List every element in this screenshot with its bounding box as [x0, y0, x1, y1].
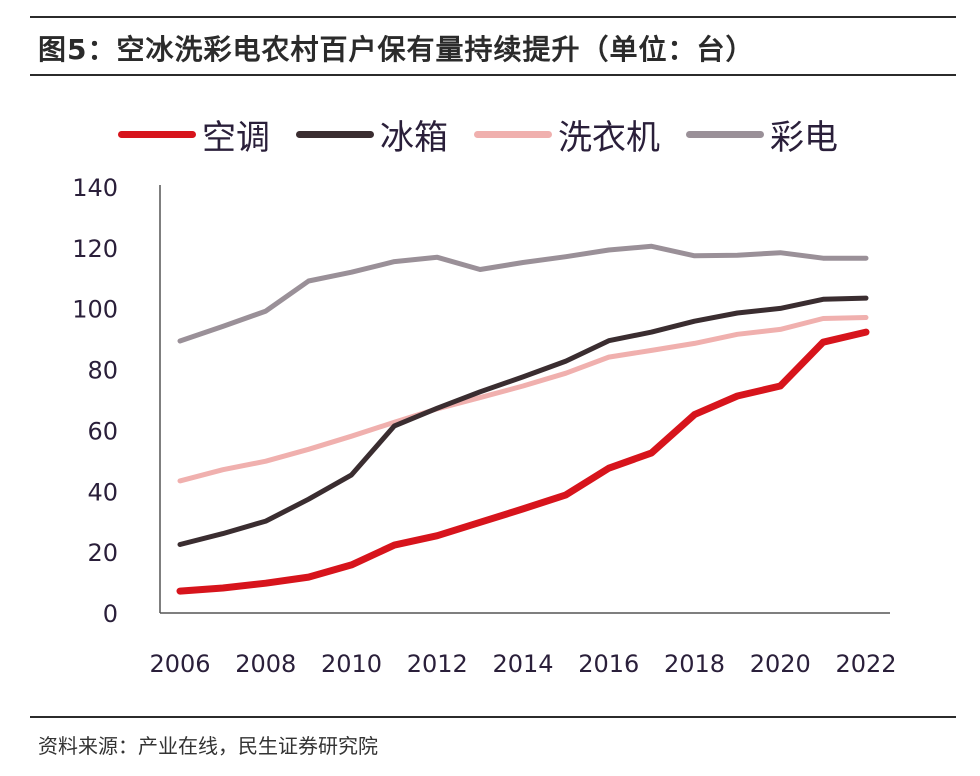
y-tick-label: 100 — [72, 296, 118, 324]
chart-title: 图5：空冰洗彩电农村百户保有量持续提升（单位：台） — [38, 33, 755, 66]
y-tick-label: 60 — [87, 417, 118, 445]
x-tick-label: 2022 — [835, 650, 896, 678]
source-rule — [30, 716, 956, 718]
x-tick-label: 2012 — [407, 650, 468, 678]
series-line-冰箱 — [177, 295, 869, 547]
legend-label: 冰箱 — [380, 118, 448, 158]
x-tick-label: 2006 — [149, 650, 210, 678]
legend-label: 彩电 — [770, 118, 838, 158]
y-tick-label: 0 — [103, 600, 118, 628]
x-tick-label: 2008 — [235, 650, 296, 678]
legend: 空调 冰箱 洗衣机 彩电 — [118, 110, 838, 159]
y-tick-label: 120 — [72, 235, 118, 263]
legend-item: 洗衣机 — [474, 110, 660, 159]
y-tick-label: 140 — [72, 174, 118, 202]
title-rule — [30, 74, 956, 76]
legend-swatch — [686, 131, 764, 138]
legend-item: 彩电 — [686, 110, 838, 159]
legend-swatch — [118, 131, 196, 138]
legend-swatch — [296, 131, 374, 138]
legend-label: 空调 — [202, 118, 270, 158]
y-tick-label: 20 — [87, 539, 118, 567]
legend-label: 洗衣机 — [558, 118, 660, 158]
y-tick-label: 80 — [87, 357, 118, 385]
series-line-彩电 — [177, 243, 869, 344]
series-line-洗衣机 — [177, 315, 869, 484]
legend-item: 空调 — [118, 110, 270, 159]
series-line-空调 — [176, 328, 870, 595]
source-note: 资料来源：产业在线，民生证券研究院 — [38, 734, 378, 758]
x-tick-label: 2016 — [578, 650, 639, 678]
x-tick-label: 2014 — [492, 650, 553, 678]
legend-swatch — [474, 131, 552, 138]
legend-item: 冰箱 — [296, 110, 448, 159]
top-rule — [30, 16, 956, 18]
x-tick-label: 2020 — [750, 650, 811, 678]
y-tick-label: 40 — [87, 478, 118, 506]
x-tick-label: 2018 — [664, 650, 725, 678]
x-tick-label: 2010 — [321, 650, 382, 678]
